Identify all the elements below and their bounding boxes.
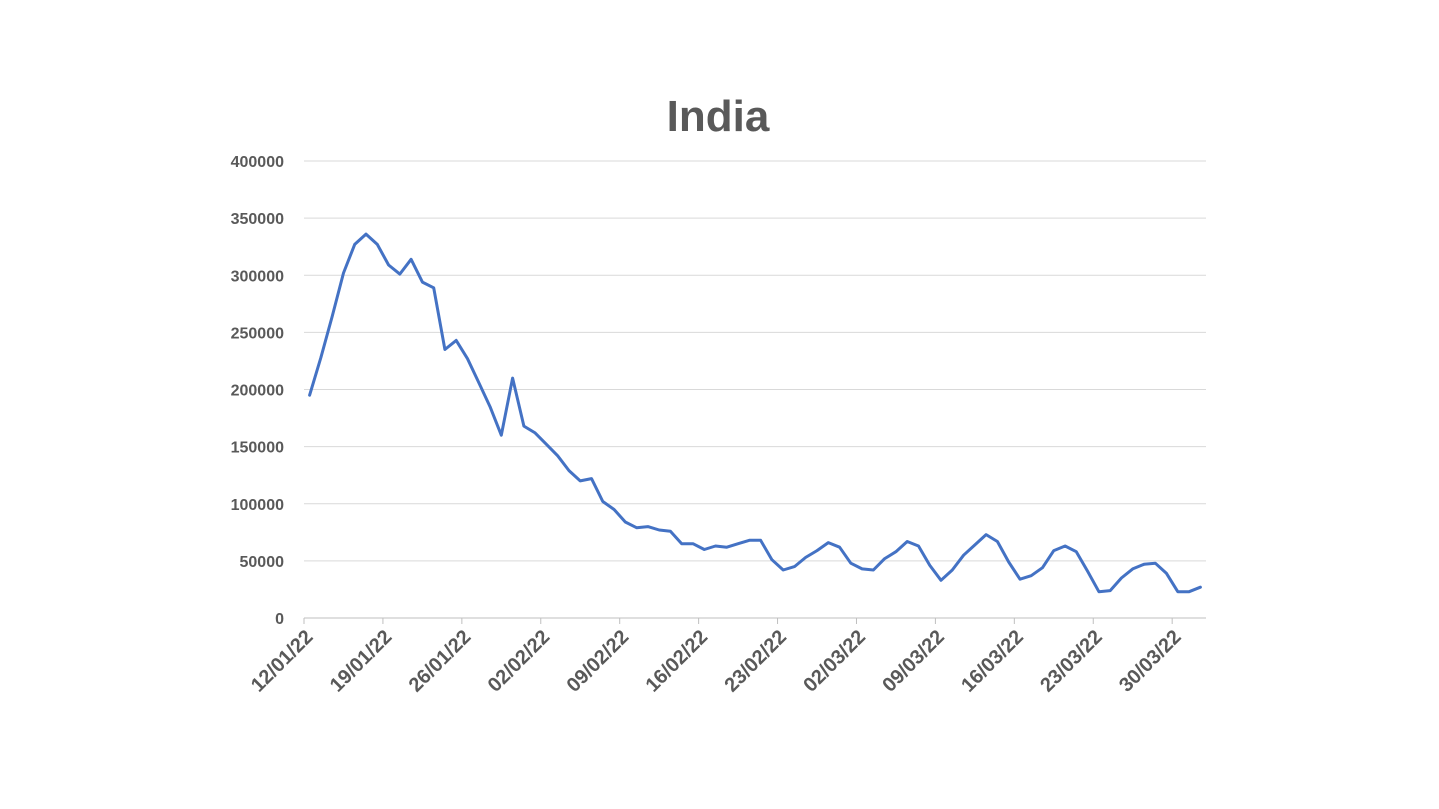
y-axis-tick-labels: 0 50000 100000 150000 200000 250000 300000 3500…	[231, 154, 284, 628]
x-tick-label: 09/02/22	[563, 626, 634, 697]
series-line	[308, 232, 1202, 594]
y-tick-label: 100000	[231, 497, 284, 514]
chart-title: India	[667, 92, 770, 141]
x-tick-label: 23/03/22	[1036, 626, 1107, 697]
y-tick-label: 300000	[231, 268, 284, 285]
x-tick-label: 09/03/22	[878, 626, 949, 697]
x-tick-label: 16/02/22	[642, 626, 713, 697]
gridlines	[304, 160, 1206, 562]
y-tick-label: 200000	[231, 383, 284, 400]
series-layer	[308, 232, 1202, 594]
y-tick-label: 0	[275, 611, 284, 628]
x-tick-label: 19/01/22	[326, 626, 397, 697]
y-tick-label: 150000	[231, 440, 284, 457]
x-tick-label: 16/03/22	[957, 626, 1028, 697]
x-tick-label: 30/03/22	[1115, 626, 1186, 697]
x-tick-label: 26/01/22	[405, 626, 476, 697]
x-tick-label: 02/02/22	[484, 626, 555, 697]
x-tick-label: 23/02/22	[720, 626, 791, 697]
y-tick-label: 50000	[240, 554, 285, 571]
x-tick-label: 12/01/22	[247, 626, 318, 697]
x-tick-label: 02/03/22	[799, 626, 870, 697]
y-tick-label: 250000	[231, 325, 284, 342]
y-tick-label: 400000	[231, 154, 284, 171]
y-tick-label: 350000	[231, 211, 284, 228]
x-axis: 12/01/22 19/01/22 26/01/22 02/02/22 09/02/22…	[247, 617, 1206, 697]
